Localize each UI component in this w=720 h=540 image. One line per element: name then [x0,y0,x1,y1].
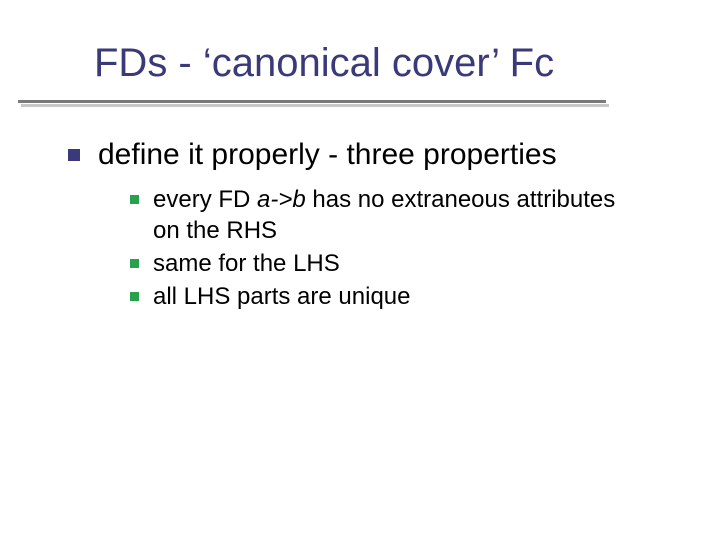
body-block: define it properly - three properties ev… [68,136,680,314]
slide: FDs - ‘canonical cover’ Fc define it pro… [0,0,720,540]
bullet-lvl2: all LHS parts are unique [130,281,680,312]
title-block: FDs - ‘canonical cover’ Fc [94,40,680,86]
title-underline-shadow [21,104,609,107]
lvl2-em: a->b [257,186,306,213]
square-bullet-icon [130,259,139,268]
lvl2-pre: same for the LHS [153,250,340,277]
lvl1-text: define it properly - three properties [98,136,557,174]
bullet-lvl1: define it properly - three properties [68,136,680,174]
slide-title: FDs - ‘canonical cover’ Fc [94,40,680,86]
lvl2-text: same for the LHS [153,248,340,279]
square-bullet-icon [130,292,139,301]
bullet-lvl2: same for the LHS [130,248,680,279]
lvl2-text: all LHS parts are unique [153,281,410,312]
lvl2-group: every FD a->b has no extraneous attribut… [130,184,680,313]
square-bullet-icon [68,149,80,161]
lvl2-pre: all LHS parts are unique [153,283,410,310]
title-underline [18,100,606,103]
square-bullet-icon [130,195,139,204]
lvl2-pre: every FD [153,186,257,213]
lvl2-text: every FD a->b has no extraneous attribut… [153,184,633,246]
bullet-lvl2: every FD a->b has no extraneous attribut… [130,184,680,246]
